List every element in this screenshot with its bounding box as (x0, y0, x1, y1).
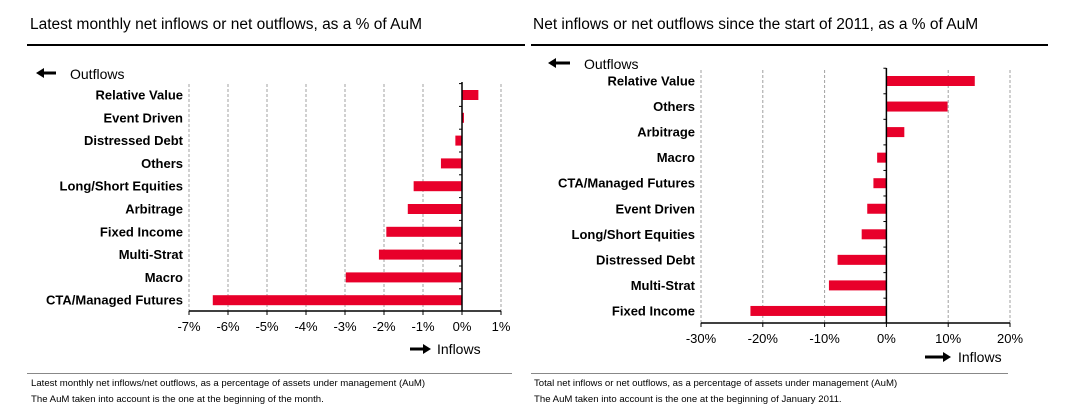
left-title-rule (27, 44, 525, 46)
right-bar (873, 178, 887, 189)
right-bar (886, 101, 948, 112)
right-chart: Relative Value Others Arbitrage Macro CTA/Ma… (548, 56, 1023, 365)
right-outflows-arrow-head (548, 58, 556, 68)
left-x-tick-label: -7% (177, 319, 201, 334)
left-footnote: Latest monthly net inflows/net outflows,… (31, 376, 425, 408)
left-bar (345, 272, 462, 283)
left-x-tick-label: 0% (453, 319, 472, 334)
left-category-label: Others (141, 156, 183, 171)
right-category-label: Distressed Debt (596, 252, 696, 267)
right-bar (877, 152, 887, 163)
left-x-tick-label: -3% (333, 319, 357, 334)
left-outflows-label: Outflows (70, 66, 124, 82)
right-category-label: CTA/Managed Futures (558, 176, 695, 191)
left-category-label: Event Driven (104, 110, 184, 125)
right-footnote-line-1: Total net inflows or net outflows, as a … (534, 378, 898, 389)
right-footnote-rule (531, 373, 1008, 374)
left-footnote-line-1: Latest monthly net inflows/net outflows,… (31, 378, 426, 389)
left-bar (407, 204, 462, 214)
right-x-tick-label: 0% (877, 331, 896, 346)
left-bar (386, 226, 462, 237)
left-category-label: Fixed Income (100, 224, 183, 239)
left-inflows-label: Inflows (437, 341, 481, 357)
left-bar (462, 112, 464, 123)
right-x-tick-label: 10% (935, 331, 961, 346)
right-bar (867, 203, 887, 214)
left-x-tick-label: -6% (216, 319, 240, 334)
left-bar (455, 135, 462, 146)
left-footnote-line-2: The AuM taken into account is the one at… (31, 394, 324, 405)
left-bar (413, 181, 462, 192)
left-chart: Relative Value Event Driven Distressed Deb… (36, 66, 511, 357)
left-x-tick-label: 1% (492, 319, 511, 334)
left-bar (378, 249, 462, 260)
left-category-label: Macro (145, 270, 183, 285)
right-category-label: Event Driven (616, 201, 696, 216)
right-category-label: Arbitrage (637, 125, 695, 140)
left-x-tick-label: -4% (294, 319, 318, 334)
left-chart-title: Latest monthly net inflows or net outflo… (30, 16, 423, 33)
right-category-label: Fixed Income (612, 303, 695, 318)
right-outflows-label: Outflows (584, 56, 638, 72)
right-x-tick-label: -30% (686, 331, 717, 346)
right-x-tick-label: -10% (809, 331, 840, 346)
left-bar (440, 158, 462, 169)
right-bar (750, 305, 887, 316)
left-category-label: Multi-Strat (119, 247, 184, 262)
right-bar (886, 76, 975, 86)
right-footnote-line-2: The AuM taken into account is the one at… (534, 394, 842, 405)
left-x-tick-label: -5% (255, 319, 279, 334)
left-inflows-arrow-head (423, 344, 431, 354)
left-bar (462, 90, 479, 100)
left-category-label: Arbitrage (125, 202, 183, 217)
left-category-label: Relative Value (96, 88, 183, 103)
right-inflows-label: Inflows (958, 349, 1002, 365)
left-x-tick-label: -2% (372, 319, 396, 334)
left-bar (212, 295, 462, 306)
left-category-label: CTA/Managed Futures (46, 293, 183, 308)
right-category-label: Multi-Strat (631, 278, 696, 293)
left-category-label: Distressed Debt (84, 133, 184, 148)
left-outflows-arrow-head (36, 68, 44, 78)
left-footnote-rule (27, 373, 512, 374)
right-category-label: Others (653, 99, 695, 114)
right-inflows-arrow-head (943, 352, 951, 362)
right-footnote: Total net inflows or net outflows, as a … (534, 376, 897, 408)
right-x-tick-label: -20% (748, 331, 779, 346)
right-category-label: Long/Short Equities (572, 227, 696, 242)
left-x-tick-label: -1% (411, 319, 435, 334)
right-chart-title: Net inflows or net outflows since the st… (533, 16, 979, 33)
right-category-label: Macro (657, 150, 695, 165)
right-bar (886, 127, 905, 138)
right-bar (861, 229, 887, 240)
right-x-tick-label: 20% (997, 331, 1023, 346)
right-category-label: Relative Value (608, 74, 695, 89)
right-bar (837, 254, 887, 265)
right-title-rule (531, 44, 1048, 46)
right-bar (828, 280, 887, 291)
left-category-label: Long/Short Equities (60, 179, 184, 194)
